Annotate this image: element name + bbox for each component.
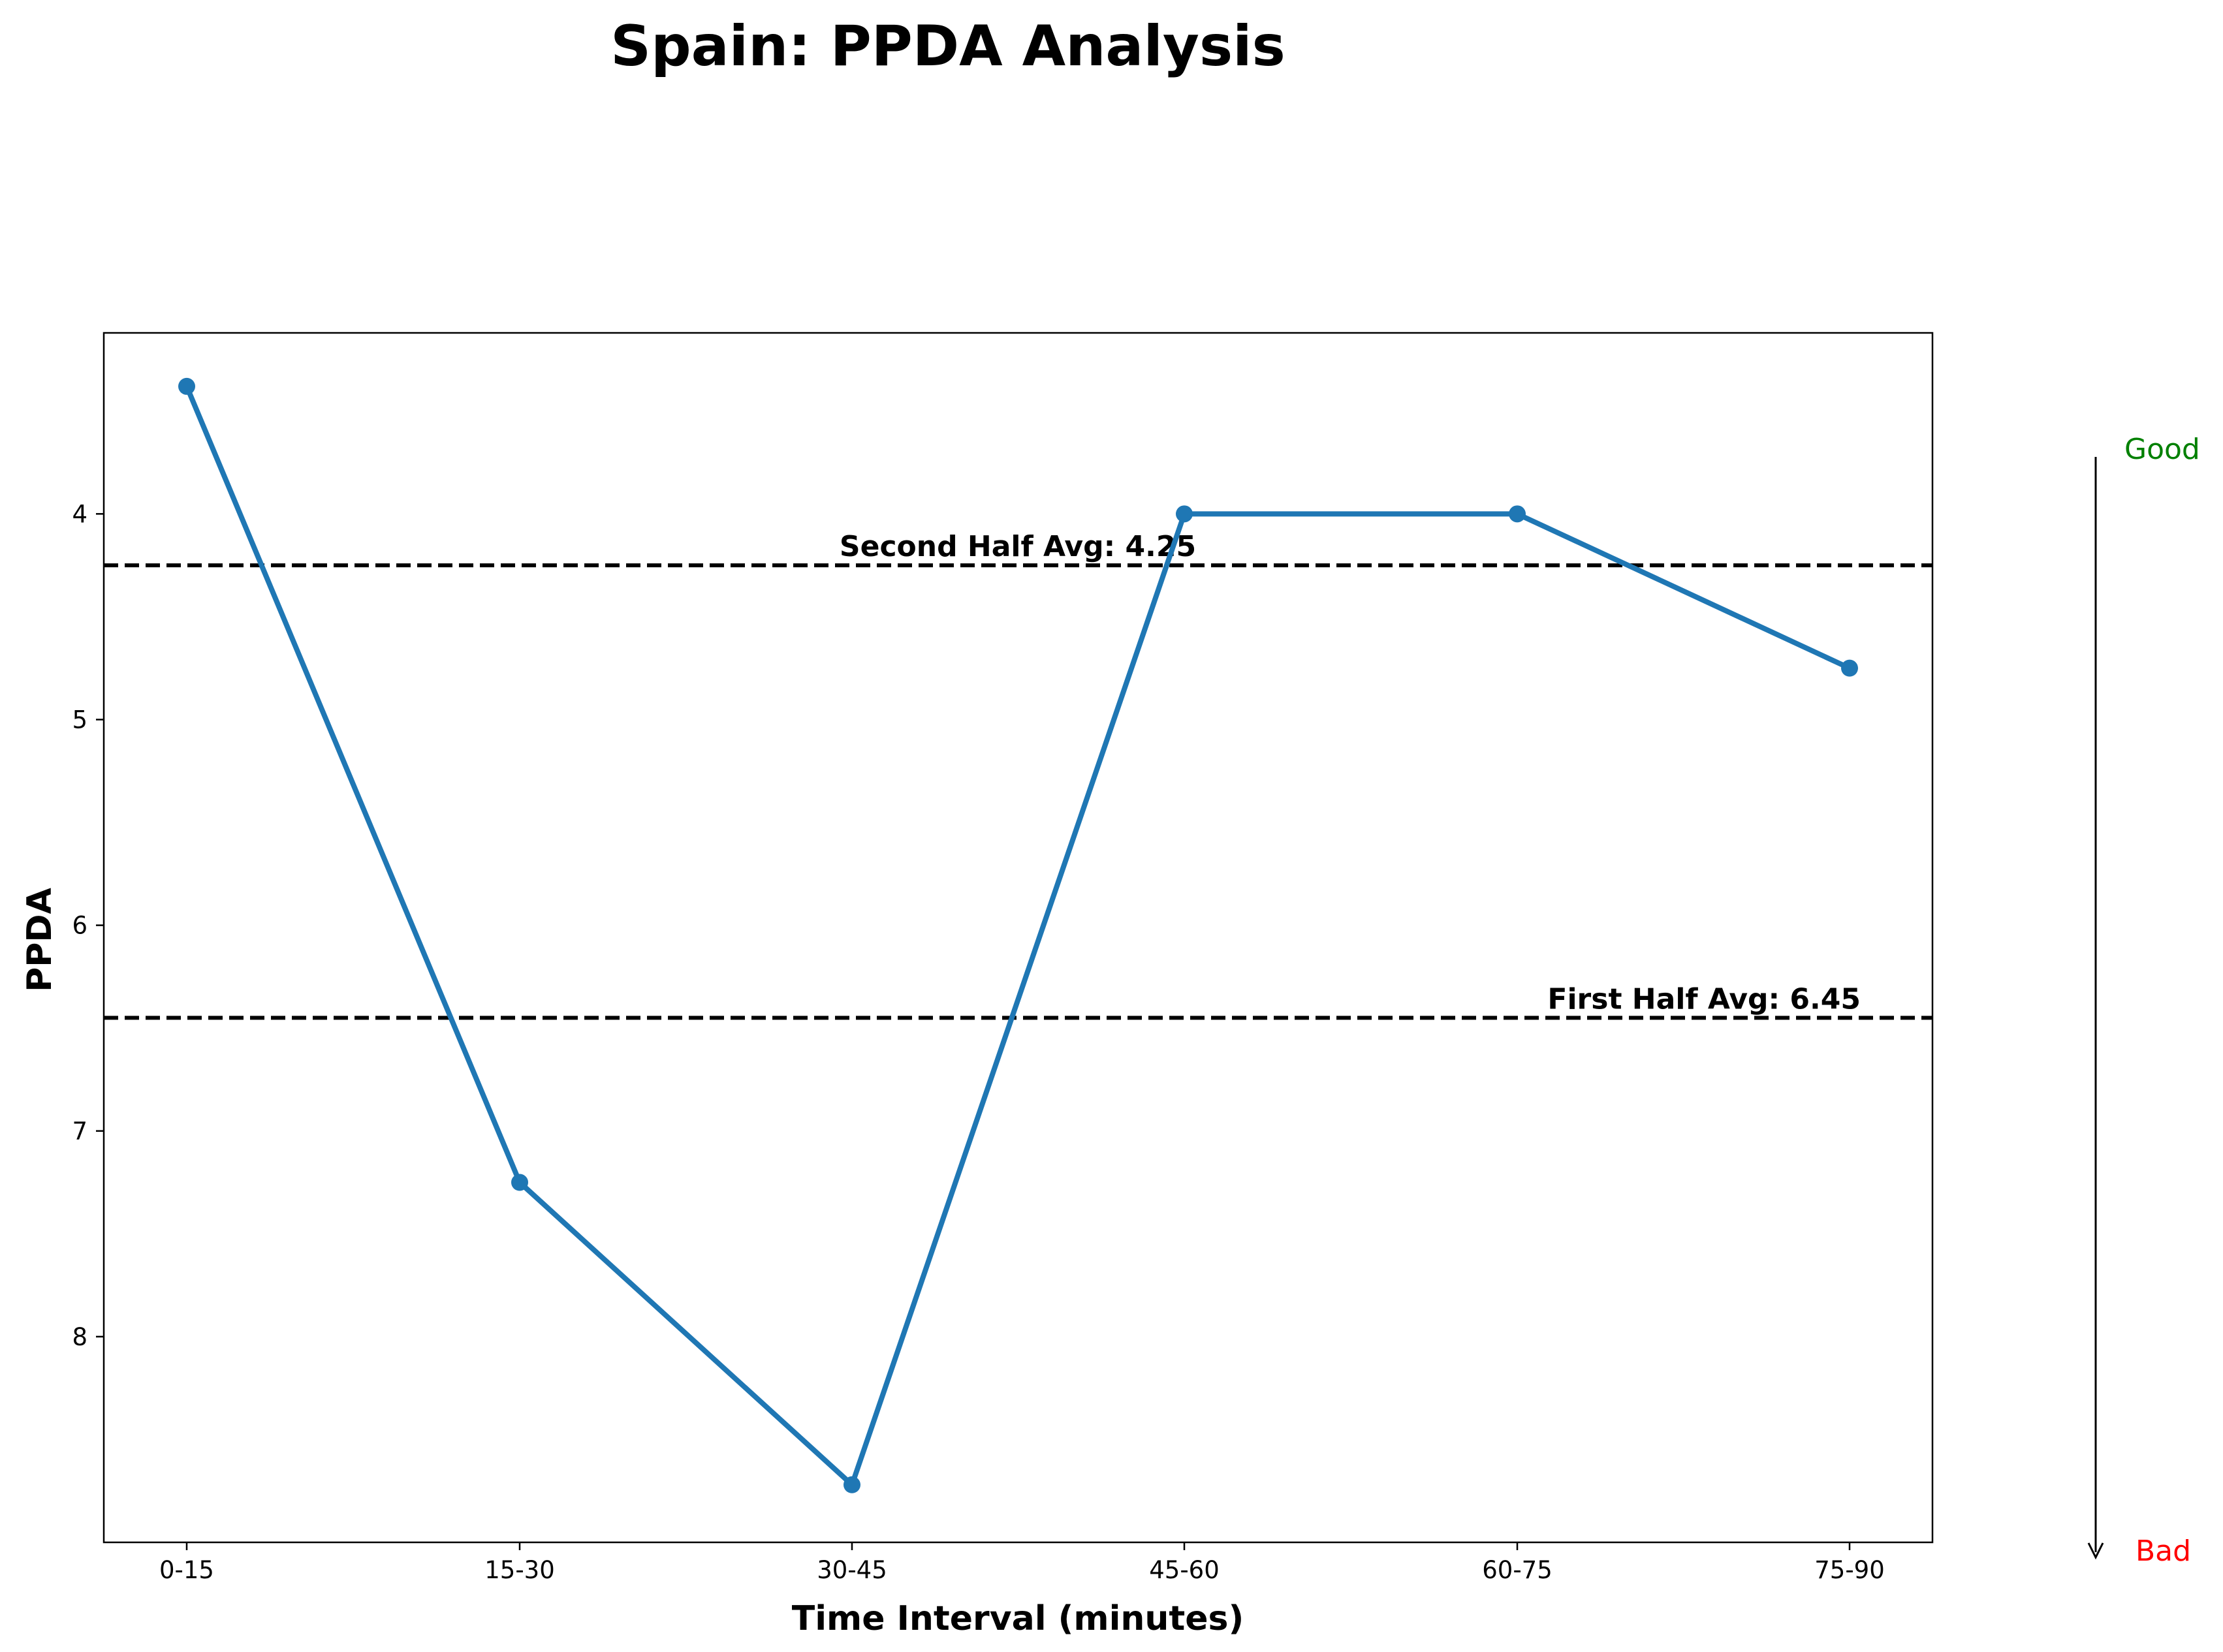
reference-lines: Second Half Avg: 4.25 First Half Avg: 6.4…: [104, 530, 1932, 1020]
data-point: [843, 1476, 860, 1493]
data-point: [1509, 505, 1526, 523]
plot-frame: [102, 332, 1934, 1544]
y-tick-label: 4: [72, 500, 87, 528]
data-point: [1841, 659, 1858, 677]
bad-label: Bad: [2136, 1535, 2191, 1568]
y-tick-label: 7: [72, 1117, 87, 1145]
data-point: [511, 1174, 528, 1191]
direction-arrow-head-icon: [2087, 1542, 2104, 1560]
y-tick-label: 6: [72, 912, 87, 940]
x-tick-label: 45-60: [1149, 1556, 1220, 1584]
direction-indicator: Good Bad: [2087, 433, 2200, 1568]
data-point: [178, 377, 195, 395]
reference-line-label: First Half Avg: 6.45: [1547, 982, 1861, 1016]
x-tick-label: 75-90: [1814, 1556, 1885, 1584]
x-axis-label: Time Interval (minutes): [792, 1599, 1244, 1638]
x-tick-label: 60-75: [1482, 1556, 1553, 1584]
reference-line-label: Second Half Avg: 4.25: [840, 530, 1196, 563]
x-tick-label: 15-30: [484, 1556, 555, 1584]
y-tick-label: 5: [72, 706, 87, 734]
plot-area: Second Half Avg: 4.25 First Half Avg: 6.4…: [102, 332, 1934, 1544]
y-axis-label: PPDA: [20, 888, 59, 992]
y-tick-label: 8: [72, 1323, 87, 1351]
series-ppda: [178, 377, 1858, 1493]
y-axis-ticks: 4 5 6 7 8: [72, 500, 104, 1351]
x-tick-label: 30-45: [817, 1556, 887, 1584]
x-axis-ticks: 0-15 15-30 30-45 45-60 60-75 75-90: [159, 1542, 1885, 1584]
chart-title: Spain: PPDA Analysis: [610, 14, 1285, 79]
x-tick-label: 0-15: [159, 1556, 214, 1584]
good-label: Good: [2124, 433, 2200, 466]
data-point: [1176, 505, 1193, 523]
series-line: [184, 383, 1852, 1488]
